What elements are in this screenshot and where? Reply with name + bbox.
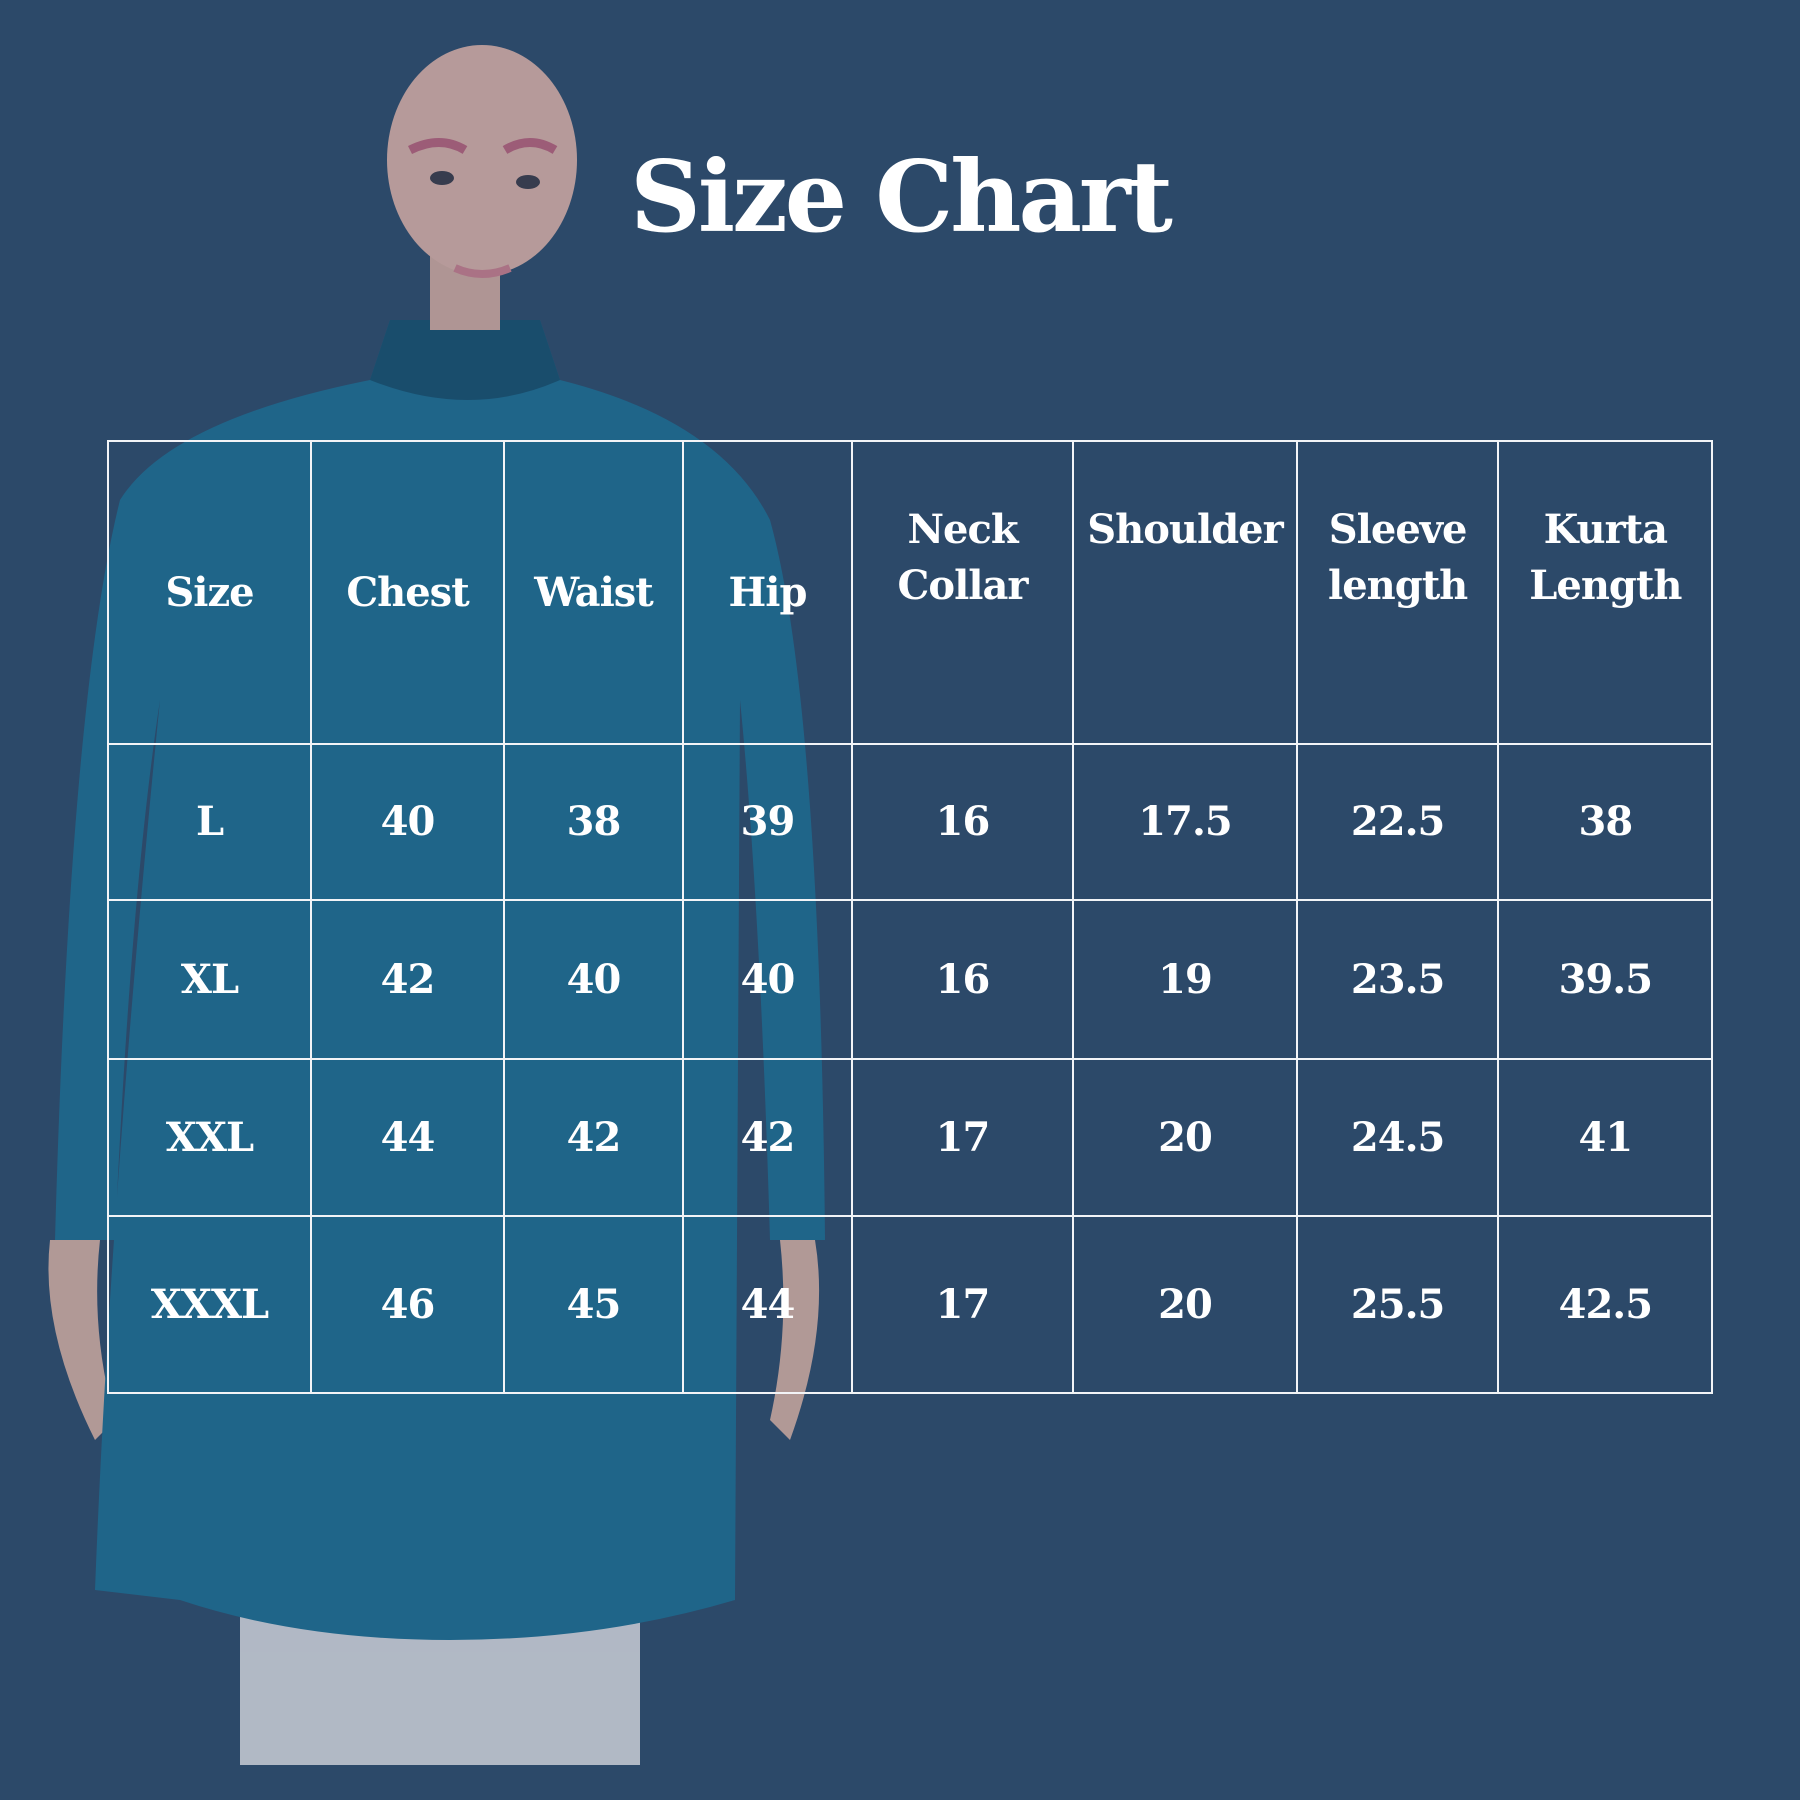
table-row: XXL 44 42 42 17 20 24.5 41	[107, 1058, 1714, 1217]
cell: 25.5	[1295, 1215, 1500, 1394]
cell: 42.5	[1497, 1215, 1714, 1394]
cell: 44	[310, 1058, 505, 1217]
cell: 19	[1072, 899, 1298, 1060]
header-waist: Waist	[503, 440, 684, 745]
cell: XXXL	[107, 1215, 312, 1394]
table-row: L 40 38 39 16 17.5 22.5 38	[107, 743, 1714, 901]
cell: 42	[310, 899, 505, 1060]
header-shoulder: Shoulder	[1072, 440, 1298, 745]
cell: 38	[1497, 743, 1714, 901]
cell: 38	[503, 743, 684, 901]
cell: 24.5	[1295, 1058, 1500, 1217]
header-kurta-length: Kurta Length	[1497, 440, 1714, 745]
cell: XL	[107, 899, 312, 1060]
cell: 44	[682, 1215, 853, 1394]
table-row: XXXL 46 45 44 17 20 25.5 42.5	[107, 1215, 1714, 1394]
cell: L	[107, 743, 312, 901]
header-size: Size	[107, 440, 312, 745]
table-row: XL 42 40 40 16 19 23.5 39.5	[107, 899, 1714, 1060]
cell: 42	[503, 1058, 684, 1217]
cell: 40	[310, 743, 505, 901]
size-chart-table: Size Chest Waist Hip Neck Collar Shoulde…	[107, 440, 1714, 1394]
header-chest: Chest	[310, 440, 505, 745]
cell: 46	[310, 1215, 505, 1394]
cell: XXL	[107, 1058, 312, 1217]
cell: 40	[682, 899, 853, 1060]
cell: 39	[682, 743, 853, 901]
cell: 22.5	[1295, 743, 1500, 901]
cell: 20	[1072, 1058, 1298, 1217]
cell: 17	[851, 1215, 1074, 1394]
table-header-row: Size Chest Waist Hip Neck Collar Shoulde…	[107, 440, 1714, 745]
cell: 23.5	[1295, 899, 1500, 1060]
page-title: Size Chart	[630, 140, 1173, 255]
cell: 40	[503, 899, 684, 1060]
cell: 42	[682, 1058, 853, 1217]
cell: 45	[503, 1215, 684, 1394]
cell: 17	[851, 1058, 1074, 1217]
cell: 41	[1497, 1058, 1714, 1217]
cell: 39.5	[1497, 899, 1714, 1060]
cell: 16	[851, 899, 1074, 1060]
cell: 16	[851, 743, 1074, 901]
header-sleeve-length: Sleeve length	[1295, 440, 1500, 745]
cell: 17.5	[1072, 743, 1298, 901]
header-neck-collar: Neck Collar	[851, 440, 1074, 745]
header-hip: Hip	[682, 440, 853, 745]
cell: 20	[1072, 1215, 1298, 1394]
